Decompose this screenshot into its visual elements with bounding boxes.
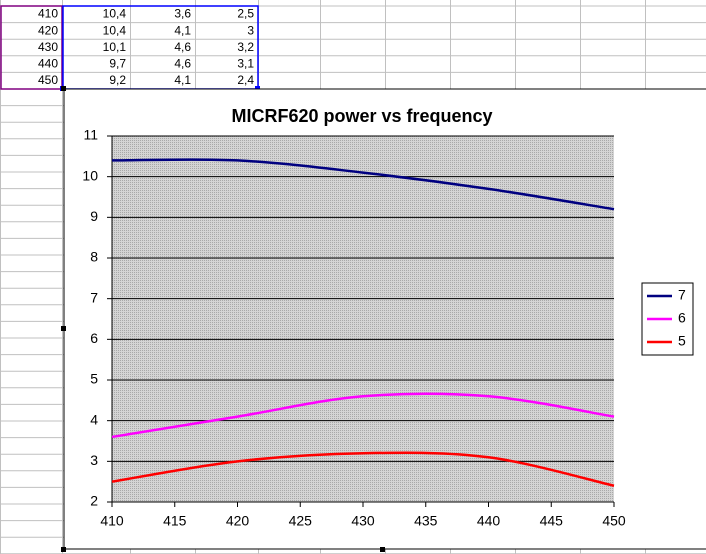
y-tick-label: 7 bbox=[90, 289, 98, 305]
x-tick-label: 445 bbox=[540, 513, 564, 529]
cell: 4,6 bbox=[174, 56, 191, 70]
y-tick-label: 6 bbox=[90, 330, 98, 346]
x-tick-label: 410 bbox=[100, 513, 124, 529]
y-tick-label: 8 bbox=[90, 249, 98, 265]
chart-handles bbox=[61, 86, 385, 552]
cell: 4,6 bbox=[174, 40, 191, 54]
x-tick-label: 435 bbox=[414, 513, 438, 529]
cell: 450 bbox=[38, 73, 58, 87]
title-bg bbox=[232, 104, 494, 130]
cell: 10,1 bbox=[103, 40, 127, 54]
cell: 3,6 bbox=[174, 7, 191, 21]
y-tick-label: 3 bbox=[90, 452, 98, 468]
cell: 10,4 bbox=[103, 23, 127, 37]
handle[interactable] bbox=[61, 547, 66, 552]
series-line bbox=[111, 158, 615, 211]
series-line bbox=[111, 451, 615, 487]
cell: 430 bbox=[38, 40, 58, 54]
legend-label: 6 bbox=[678, 310, 686, 326]
legend-label: 5 bbox=[678, 333, 686, 349]
handle[interactable] bbox=[61, 86, 66, 91]
plot-area bbox=[112, 136, 614, 502]
cell: 4,1 bbox=[174, 73, 191, 87]
x-tick-label: 430 bbox=[351, 513, 375, 529]
cell: 410 bbox=[38, 7, 58, 21]
cell: 2,4 bbox=[237, 73, 254, 87]
series-line bbox=[111, 392, 615, 439]
cell: 3 bbox=[247, 23, 254, 37]
x-tick-label: 440 bbox=[477, 513, 501, 529]
cell: 4,1 bbox=[174, 23, 191, 37]
handle[interactable] bbox=[380, 547, 385, 552]
x-tick-label: 415 bbox=[163, 513, 187, 529]
cell: 440 bbox=[38, 56, 58, 70]
y-tick-label: 9 bbox=[90, 208, 98, 224]
cell: 10,4 bbox=[103, 7, 127, 21]
y-tick-label: 2 bbox=[90, 493, 98, 509]
cell: 9,7 bbox=[109, 56, 126, 70]
y-tick-label: 10 bbox=[82, 167, 98, 183]
cell: 2,5 bbox=[237, 7, 254, 21]
cell: 420 bbox=[38, 23, 58, 37]
x-tick-label: 450 bbox=[602, 513, 626, 529]
y-tick-label: 5 bbox=[90, 371, 98, 387]
selection-range bbox=[0, 5, 63, 90]
x-tick-label: 425 bbox=[289, 513, 313, 529]
y-tick-label: 4 bbox=[90, 411, 98, 427]
cell: 9,2 bbox=[109, 73, 126, 87]
sheet-cells[interactable]: 410 10,4 3,6 2,5 420 10,4 4,1 3 430 10,1 4,6 3,2 440… bbox=[38, 7, 254, 87]
legend-label: 7 bbox=[678, 287, 686, 303]
cell: 3,2 bbox=[237, 40, 254, 54]
cell: 3,1 bbox=[237, 56, 254, 70]
x-tick-label: 420 bbox=[226, 513, 250, 529]
selection-range bbox=[62, 5, 259, 90]
handle[interactable] bbox=[61, 326, 66, 331]
chart[interactable]: 2 3 4 5 6 7 8 9 10 11 410 415 420 425 430 435 440 445 450 7… bbox=[63, 88, 706, 550]
chart-title: MICRF620 power vs frequency bbox=[231, 106, 492, 126]
y-tick-label: 11 bbox=[83, 127, 98, 143]
